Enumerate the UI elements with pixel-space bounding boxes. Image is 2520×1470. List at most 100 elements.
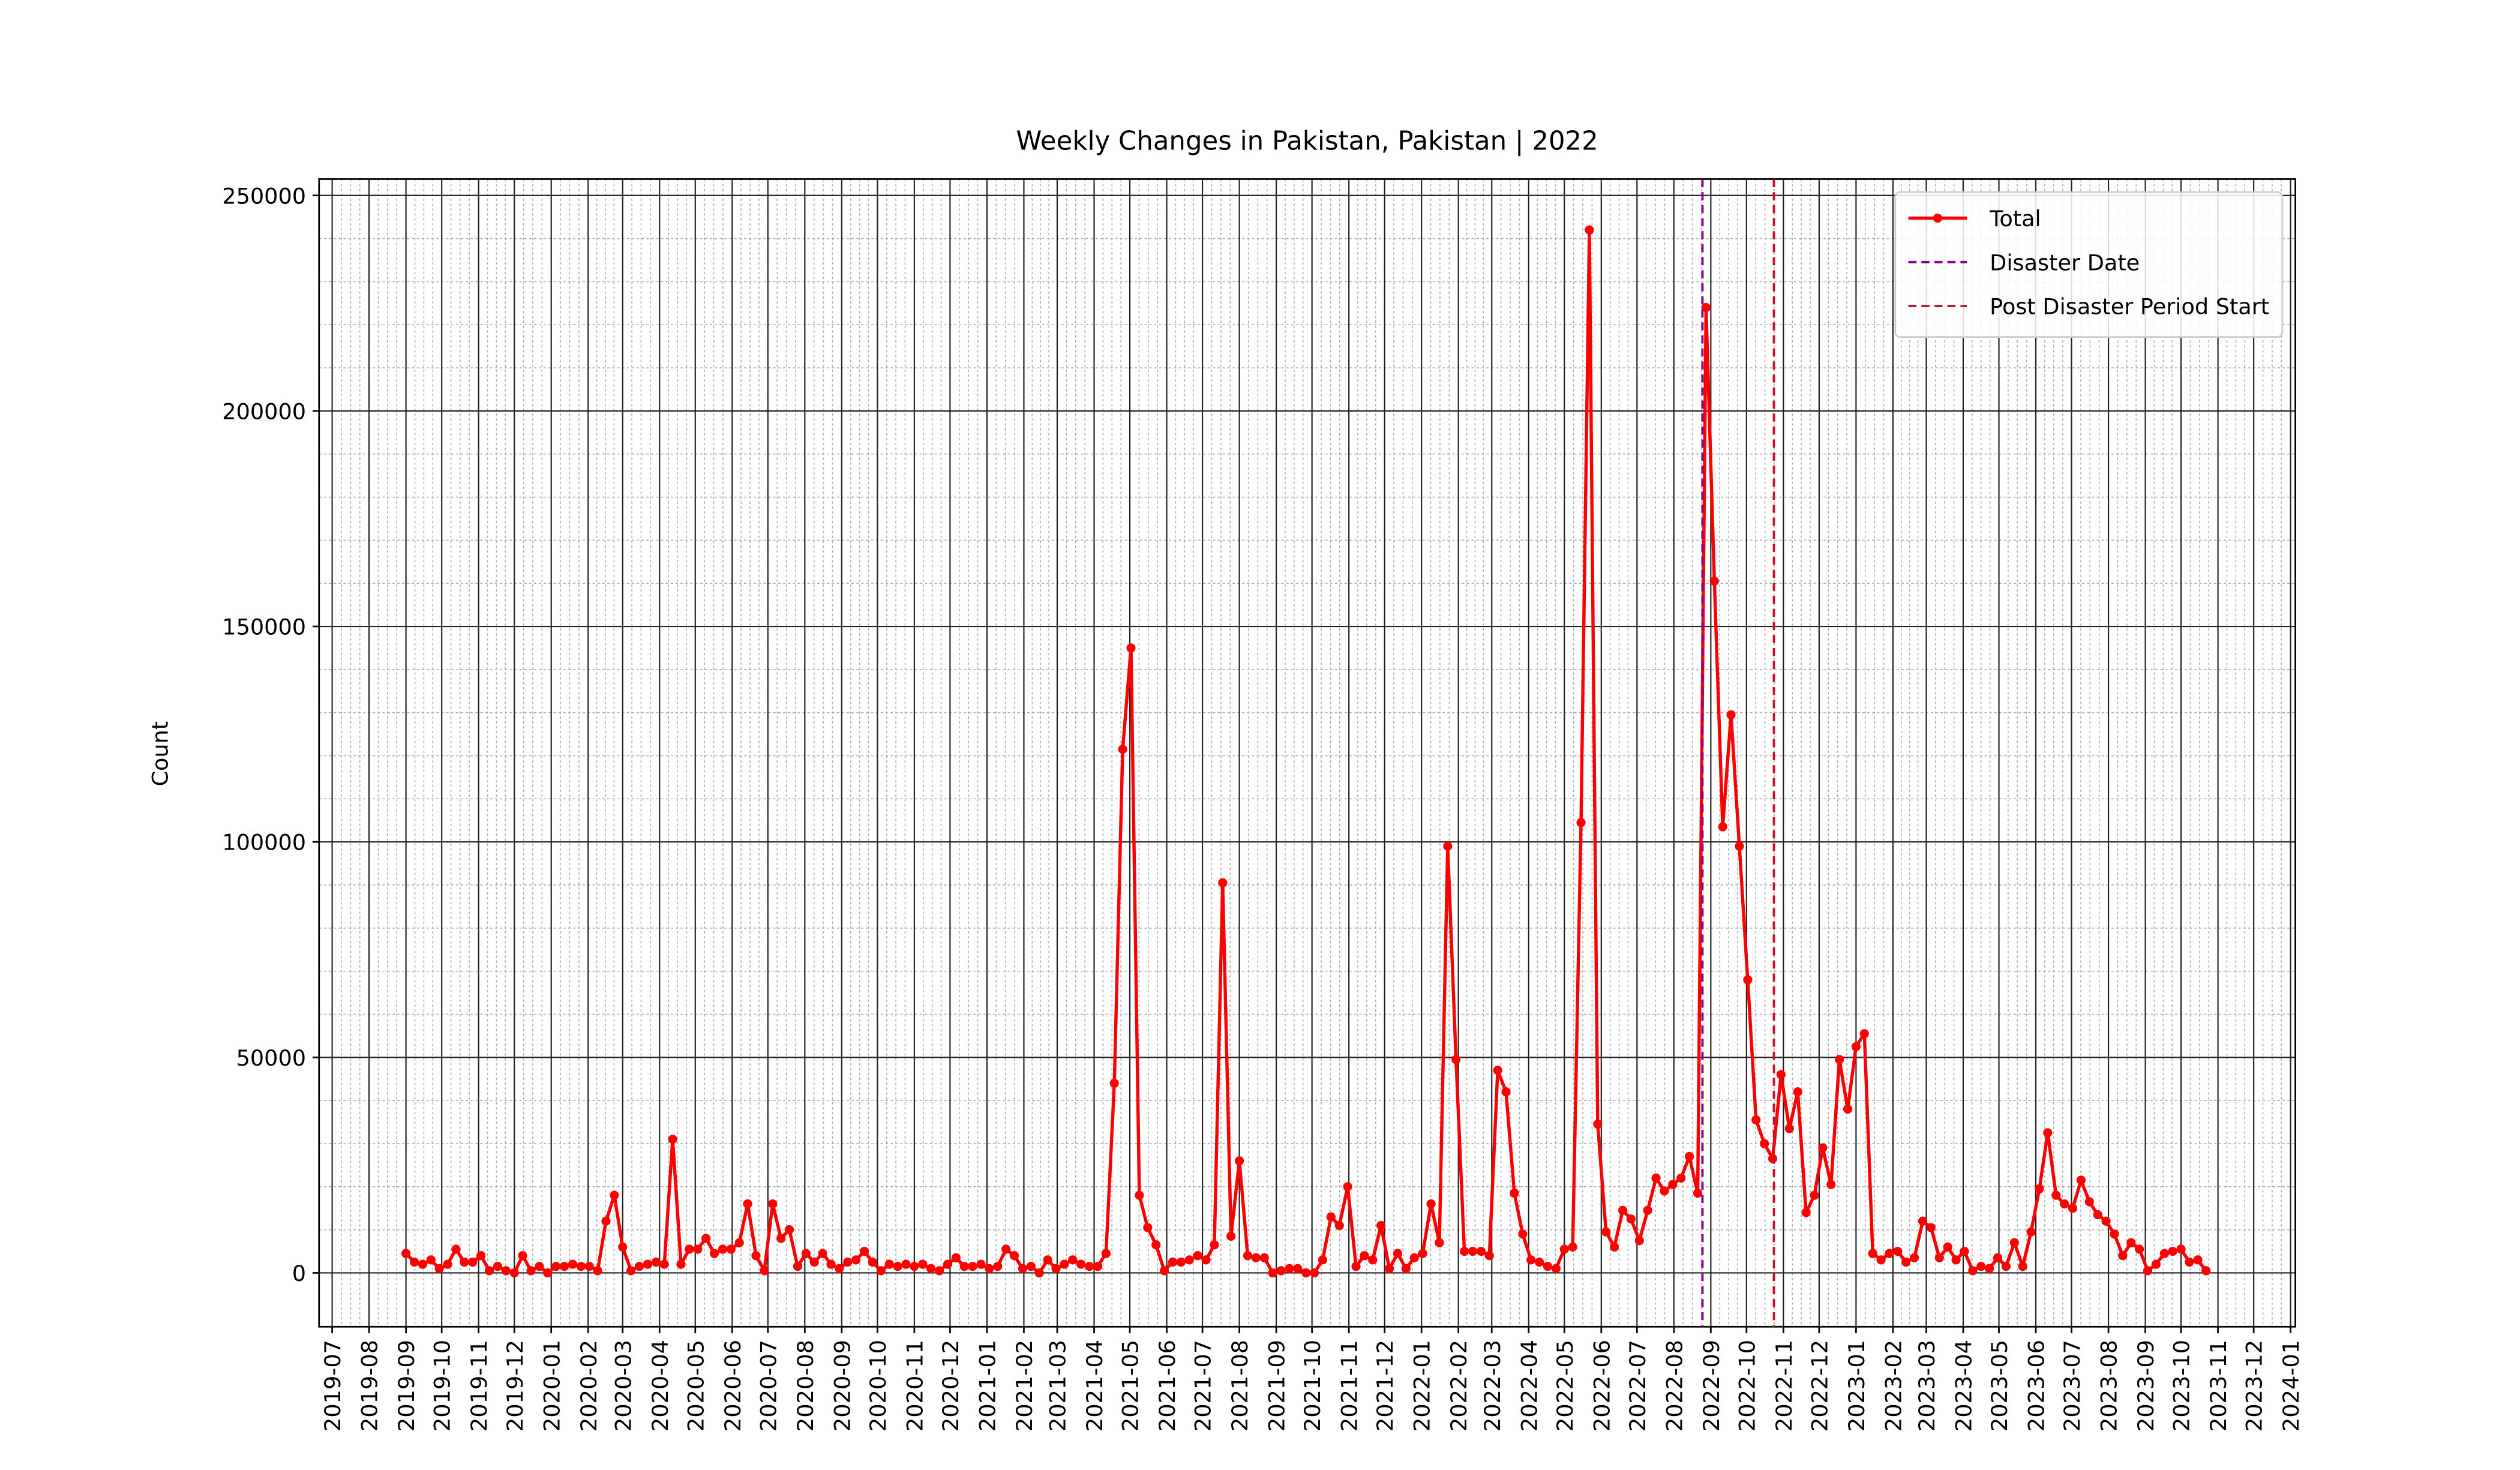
data-point (1868, 1249, 1877, 1258)
x-tick-label: 2022-06 (1589, 1340, 1615, 1432)
data-point (1618, 1205, 1628, 1215)
x-tick-label: 2021-05 (1118, 1340, 1144, 1432)
data-point (1651, 1173, 1661, 1183)
data-point (2176, 1244, 2186, 1254)
x-tick-label: 2022-08 (1661, 1340, 1687, 1432)
data-point (718, 1244, 728, 1254)
data-point (776, 1234, 786, 1243)
x-tick-label: 2021-09 (1264, 1340, 1290, 1432)
data-point (751, 1251, 761, 1261)
x-tick-label: 2020-02 (576, 1340, 602, 1432)
data-point (1751, 1115, 1761, 1125)
y-axis-label: Count (147, 721, 173, 787)
data-point (1060, 1259, 1069, 1269)
data-point (1526, 1255, 1536, 1265)
data-point (460, 1257, 469, 1267)
data-point (843, 1257, 853, 1267)
data-point (1610, 1242, 1619, 1252)
data-point (409, 1257, 419, 1267)
data-point (1043, 1255, 1052, 1265)
chart-title: Weekly Changes in Pakistan, Pakistan | 2… (1016, 127, 1598, 157)
data-point (2018, 1262, 2027, 1271)
data-point (676, 1259, 686, 1269)
data-point (1551, 1264, 1561, 1273)
data-point (643, 1259, 653, 1269)
data-point (584, 1262, 594, 1271)
x-tick-label: 2023-10 (2169, 1340, 2195, 1432)
legend-label: Post Disaster Period Start (1990, 294, 2269, 320)
data-point (601, 1216, 611, 1226)
data-point (868, 1257, 878, 1267)
x-tick-label: 2022-09 (1699, 1340, 1724, 1432)
data-point (959, 1262, 969, 1271)
data-point (610, 1190, 619, 1200)
data-point (418, 1259, 428, 1269)
data-point (1018, 1264, 1028, 1273)
data-point (443, 1259, 452, 1269)
x-tick-label: 2019-12 (502, 1340, 528, 1432)
data-point (701, 1234, 711, 1243)
data-point (1093, 1262, 1103, 1271)
data-point (518, 1251, 527, 1261)
data-point (1360, 1251, 1369, 1261)
data-point (801, 1249, 811, 1258)
data-point (1301, 1268, 1311, 1278)
data-point (2135, 1244, 2144, 1254)
data-point (1343, 1182, 1352, 1192)
data-point (468, 1257, 478, 1267)
data-point (743, 1199, 752, 1209)
data-point (484, 1266, 494, 1276)
data-point (1968, 1266, 1978, 1276)
x-tick-label: 2020-06 (720, 1340, 746, 1432)
data-point (993, 1262, 1003, 1271)
x-tick-label: 2020-12 (938, 1340, 964, 1432)
data-point (401, 1249, 411, 1258)
data-point (1726, 710, 1736, 719)
data-point (543, 1268, 553, 1278)
data-point (1559, 1244, 1569, 1254)
data-point (2168, 1246, 2177, 1256)
x-tick-label: 2023-04 (1951, 1340, 1977, 1432)
x-tick-label: 2023-07 (2059, 1340, 2085, 1432)
data-point (1701, 302, 1711, 313)
data-point (1318, 1255, 1328, 1265)
series-line (404, 230, 2207, 1276)
data-point (1535, 1257, 1544, 1267)
data-point (2110, 1229, 2119, 1239)
y-tick-label: 0 (292, 1261, 306, 1286)
data-point (968, 1262, 977, 1271)
x-tick-label: 2022-02 (1446, 1340, 1472, 1432)
data-point (1026, 1262, 1036, 1271)
x-tick-label: 2021-06 (1154, 1340, 1180, 1432)
data-point (1951, 1255, 1961, 1265)
data-point (1493, 1066, 1502, 1075)
x-tick-label: 2023-02 (1880, 1340, 1906, 1432)
x-tick-label: 2021-01 (974, 1340, 1000, 1432)
data-point (1101, 1249, 1111, 1258)
x-tick-label: 2021-08 (1227, 1340, 1253, 1432)
data-point (559, 1262, 569, 1271)
data-point (1076, 1259, 1086, 1269)
x-tick-label: 2023-06 (2024, 1340, 2050, 1432)
data-point (509, 1268, 519, 1278)
data-point (1910, 1253, 1919, 1262)
data-point (1426, 1199, 1436, 1209)
data-point (1068, 1255, 1078, 1265)
data-point (668, 1135, 677, 1144)
data-point (2076, 1175, 2086, 1185)
data-point (1135, 1190, 1144, 1200)
x-tick-label: 2021-11 (1337, 1340, 1363, 1432)
data-point (1985, 1264, 1994, 1273)
data-point (1151, 1240, 1161, 1250)
data-point (893, 1262, 902, 1271)
data-point (1210, 1240, 1219, 1250)
data-point (1418, 1249, 1427, 1258)
data-point (2035, 1184, 2044, 1193)
data-point (2151, 1259, 2161, 1269)
data-point (1184, 1255, 1194, 1265)
x-tick-label: 2022-12 (1807, 1340, 1832, 1432)
data-point (1510, 1188, 1519, 1198)
data-point (1168, 1257, 1178, 1267)
x-tick-label: 2024-01 (2278, 1340, 2304, 1432)
data-point (618, 1242, 628, 1252)
